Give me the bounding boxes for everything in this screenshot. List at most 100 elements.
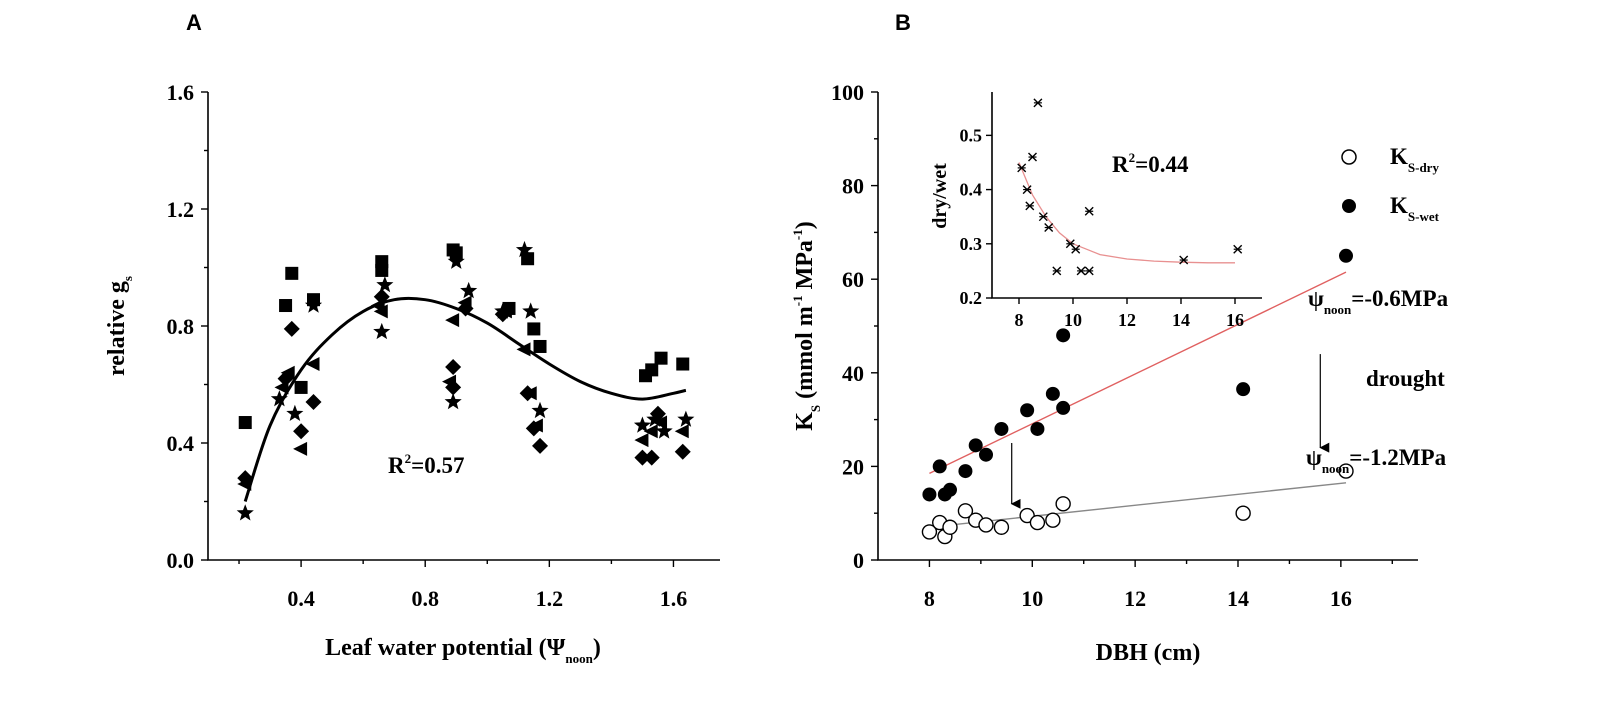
data-point-KS-dry [942, 519, 958, 535]
inset-data-point [1233, 244, 1243, 254]
data-point-left-triangle [634, 433, 649, 448]
data-point-left-triangle [274, 380, 289, 395]
fit-line-KS-wet [929, 271, 1347, 475]
inset-data-point [1052, 266, 1062, 276]
x-tick-label: 10 [1021, 586, 1043, 611]
y-tick-label: 40 [842, 361, 864, 386]
data-point-left-triangle [528, 418, 543, 433]
data-point-star [376, 276, 394, 293]
legend-marker-ks-wet [1342, 199, 1356, 213]
legend-label-ks-dry: KS-dry [1390, 144, 1439, 175]
data-point-left-triangle [674, 424, 689, 439]
inset-r2-annotation: R2=0.44 [1112, 150, 1189, 177]
data-point-star [494, 302, 512, 319]
x-tick-label: 0.8 [411, 586, 439, 611]
chart-a-axes [207, 92, 720, 561]
data-point-KS-dry [1338, 463, 1354, 479]
legend-label-ks-wet: KS-wet [1390, 193, 1440, 224]
inset-data-point [1084, 206, 1094, 216]
data-point-square [375, 255, 389, 269]
y-tick-label: 1.6 [167, 80, 195, 105]
data-point-diamond [674, 443, 691, 460]
inset-x-tick-label: 16 [1226, 310, 1244, 330]
inset-data-point [1038, 212, 1048, 222]
data-point-square [279, 299, 293, 313]
data-point-KS-wet [1020, 403, 1035, 418]
inset-data-point [1025, 201, 1035, 211]
data-point-diamond [532, 437, 549, 454]
data-point-left-triangle [237, 476, 252, 491]
data-point-star [655, 422, 673, 439]
inset-y-tick-label: 0.2 [960, 288, 983, 308]
inset-x-tick-label: 14 [1172, 310, 1190, 330]
chart-a-ylabel: relative gs [104, 276, 135, 376]
inset-chart: 0.2 0.3 0.4 0.5 8 10 12 14 16 dry/wet R2=0.44 [929, 92, 1262, 330]
inset-x-tick-label: 8 [1015, 310, 1024, 330]
data-point-diamond [305, 394, 322, 411]
x-tick-label: 1.6 [660, 586, 688, 611]
data-point-diamond [283, 320, 300, 337]
data-point-left-triangle [445, 313, 460, 328]
chart-b-ticks: 0 20 40 60 80 100 8 10 12 14 16 [831, 80, 1393, 611]
inset-x-tick-label: 10 [1064, 310, 1082, 330]
chart-a-r2-annotation: R2=0.57 [388, 451, 464, 478]
inset-data-point [1076, 266, 1086, 276]
data-point-KS-dry [978, 517, 994, 533]
chart-b-ylabel: KS (mmol m-1 MPa-1) [790, 221, 823, 431]
data-point-KS-dry [1045, 512, 1061, 528]
drought-annotation: drought [1366, 366, 1445, 391]
data-point-left-triangle [457, 295, 472, 310]
inset-fit-curve [1018, 162, 1235, 264]
inset-data-point [1022, 185, 1032, 195]
data-point-KS-dry [1029, 514, 1046, 531]
data-point-KS-wet [958, 464, 973, 479]
chart-a: 0.0 0.4 0.8 1.2 1.6 0.4 0.8 1.2 1.6 Leaf water p… [104, 80, 720, 666]
data-point-star [531, 401, 549, 419]
data-point-square [527, 322, 541, 336]
data-point-square [285, 266, 299, 280]
inset-data-point [1071, 244, 1081, 254]
x-tick-label: 1.2 [536, 586, 564, 611]
x-tick-label: 0.4 [287, 586, 315, 611]
data-point-KS-wet [1056, 400, 1071, 415]
data-point-left-triangle [305, 357, 320, 372]
data-point-left-triangle [442, 374, 457, 389]
x-tick-label: 16 [1330, 586, 1352, 611]
y-tick-label: 60 [842, 267, 864, 292]
data-point-KS-wet [1056, 328, 1071, 343]
data-point-star [373, 322, 391, 340]
data-point-star [444, 393, 462, 410]
y-tick-label: 0.8 [167, 314, 195, 339]
inset-data-point [1017, 163, 1027, 173]
y-tick-label: 0 [853, 548, 864, 573]
data-point-KS-wet [932, 459, 947, 474]
inset-data-point [1179, 255, 1189, 265]
data-point-star [522, 302, 540, 319]
data-point-square [238, 416, 252, 430]
data-point-KS-wet [1339, 248, 1353, 263]
data-point-KS-wet [1236, 382, 1251, 397]
panel-label-a: A [186, 10, 202, 35]
data-point-square [294, 380, 308, 394]
data-point-left-triangle [516, 342, 531, 357]
data-point-left-triangle [293, 441, 308, 456]
y-tick-label: 1.2 [167, 197, 195, 222]
inset-y-tick-label: 0.5 [960, 125, 983, 145]
data-point-square [533, 339, 547, 353]
data-point-square [521, 252, 535, 266]
data-point-KS-dry [1235, 505, 1251, 521]
data-point-left-triangle [643, 424, 658, 439]
data-point-left-triangle [522, 386, 537, 401]
y-tick-label: 0.4 [167, 431, 195, 456]
panel-label-b: B [895, 10, 911, 35]
psi-dry-annotation: ψnoon=-1.2MPa [1306, 445, 1447, 476]
data-point-KS-wet [1045, 386, 1060, 401]
y-tick-label: 20 [842, 454, 864, 479]
data-point-star [460, 281, 478, 299]
psi-wet-annotation: ψnoon=-0.6MPa [1308, 286, 1449, 317]
data-point-diamond [634, 449, 651, 466]
inset-ylabel: dry/wet [929, 163, 951, 229]
chart-b-xlabel: DBH (cm) [1096, 640, 1201, 666]
data-point-star [286, 404, 304, 421]
